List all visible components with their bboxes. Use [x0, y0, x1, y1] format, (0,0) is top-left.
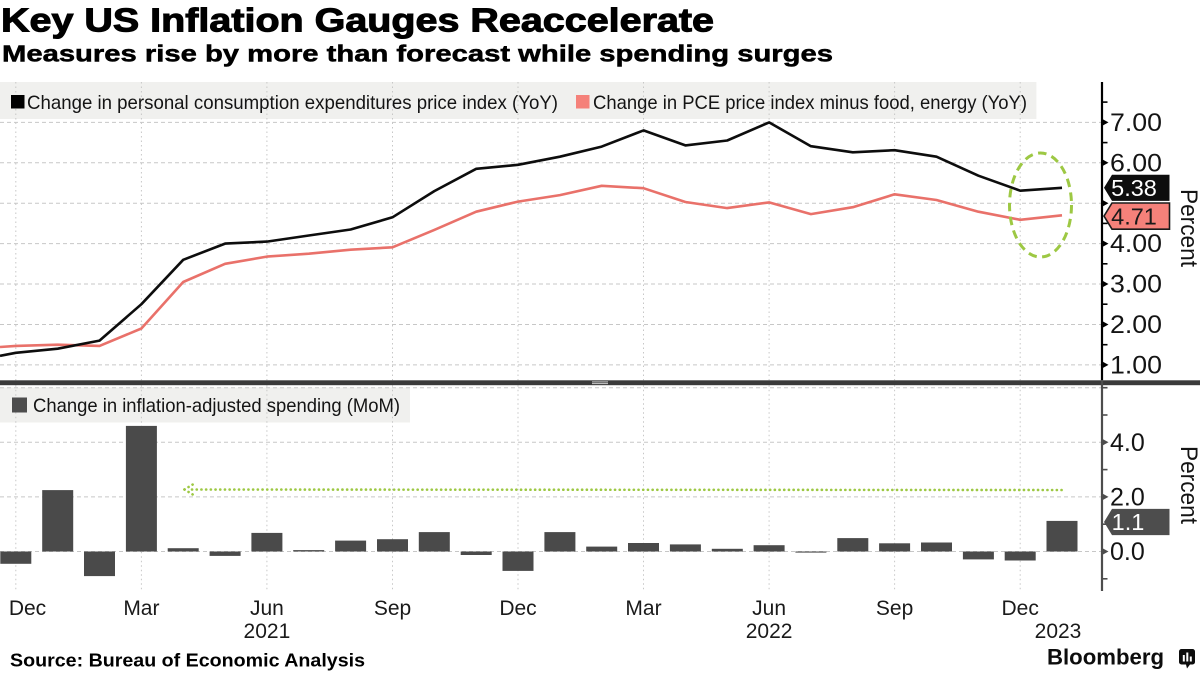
- svg-text:Mar: Mar: [625, 597, 661, 620]
- svg-text:Jun: Jun: [250, 597, 284, 620]
- svg-text:7.00: 7.00: [1110, 109, 1162, 137]
- svg-text:Dec: Dec: [1002, 597, 1039, 620]
- svg-text:Change in personal consumption: Change in personal consumption expenditu…: [27, 92, 558, 114]
- svg-text:Dec: Dec: [9, 597, 46, 620]
- svg-text:4.71: 4.71: [1111, 203, 1157, 229]
- svg-text:4.0: 4.0: [1110, 429, 1145, 457]
- svg-text:Key US Inflation Gauges Reacce: Key US Inflation Gauges Reaccelerate: [1, 2, 714, 39]
- svg-text:3.00: 3.00: [1110, 271, 1162, 299]
- svg-text:1.1: 1.1: [1112, 509, 1145, 535]
- svg-text:Dec: Dec: [499, 597, 536, 620]
- svg-text:2022: 2022: [746, 620, 793, 643]
- svg-text:Measures rise by more than for: Measures rise by more than forecast whil…: [2, 41, 833, 67]
- svg-text:Percent: Percent: [1175, 446, 1200, 524]
- svg-text:1.00: 1.00: [1110, 351, 1162, 379]
- svg-text:6.00: 6.00: [1110, 149, 1162, 177]
- svg-text:2021: 2021: [244, 620, 291, 643]
- svg-text:Jun: Jun: [752, 597, 786, 620]
- svg-text:Sep: Sep: [876, 597, 913, 620]
- svg-text:Sep: Sep: [374, 597, 411, 620]
- svg-text:Change in inflation-adjusted s: Change in inflation-adjusted spending (M…: [33, 395, 400, 417]
- svg-text:0.0: 0.0: [1110, 538, 1145, 566]
- svg-text:Source: Bureau of Economic Ana: Source: Bureau of Economic Analysis: [10, 651, 365, 671]
- svg-text:2.00: 2.00: [1110, 311, 1162, 339]
- svg-text:5.38: 5.38: [1111, 175, 1157, 201]
- svg-text:2.0: 2.0: [1110, 483, 1145, 511]
- svg-text:Mar: Mar: [123, 597, 159, 620]
- svg-text:2023: 2023: [1035, 620, 1082, 643]
- svg-text:Percent: Percent: [1175, 189, 1200, 267]
- svg-text:Bloomberg: Bloomberg: [1047, 645, 1164, 670]
- svg-text:4.00: 4.00: [1110, 230, 1162, 258]
- svg-text:Change in PCE price index minu: Change in PCE price index minus food, en…: [593, 92, 1027, 114]
